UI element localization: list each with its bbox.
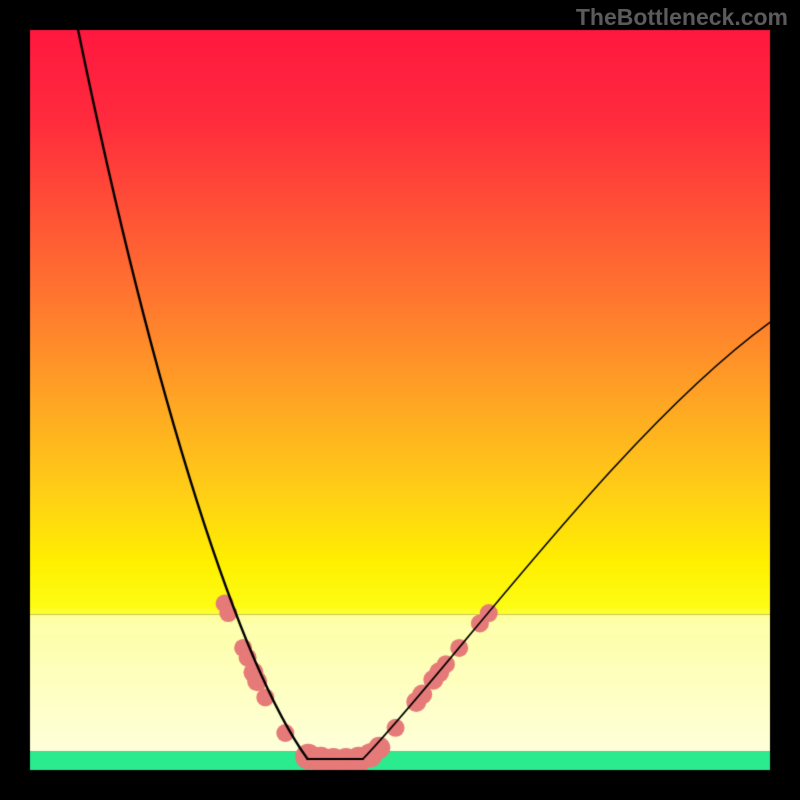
watermark-text: TheBottleneck.com (576, 4, 788, 31)
bottleneck-chart (0, 0, 800, 800)
